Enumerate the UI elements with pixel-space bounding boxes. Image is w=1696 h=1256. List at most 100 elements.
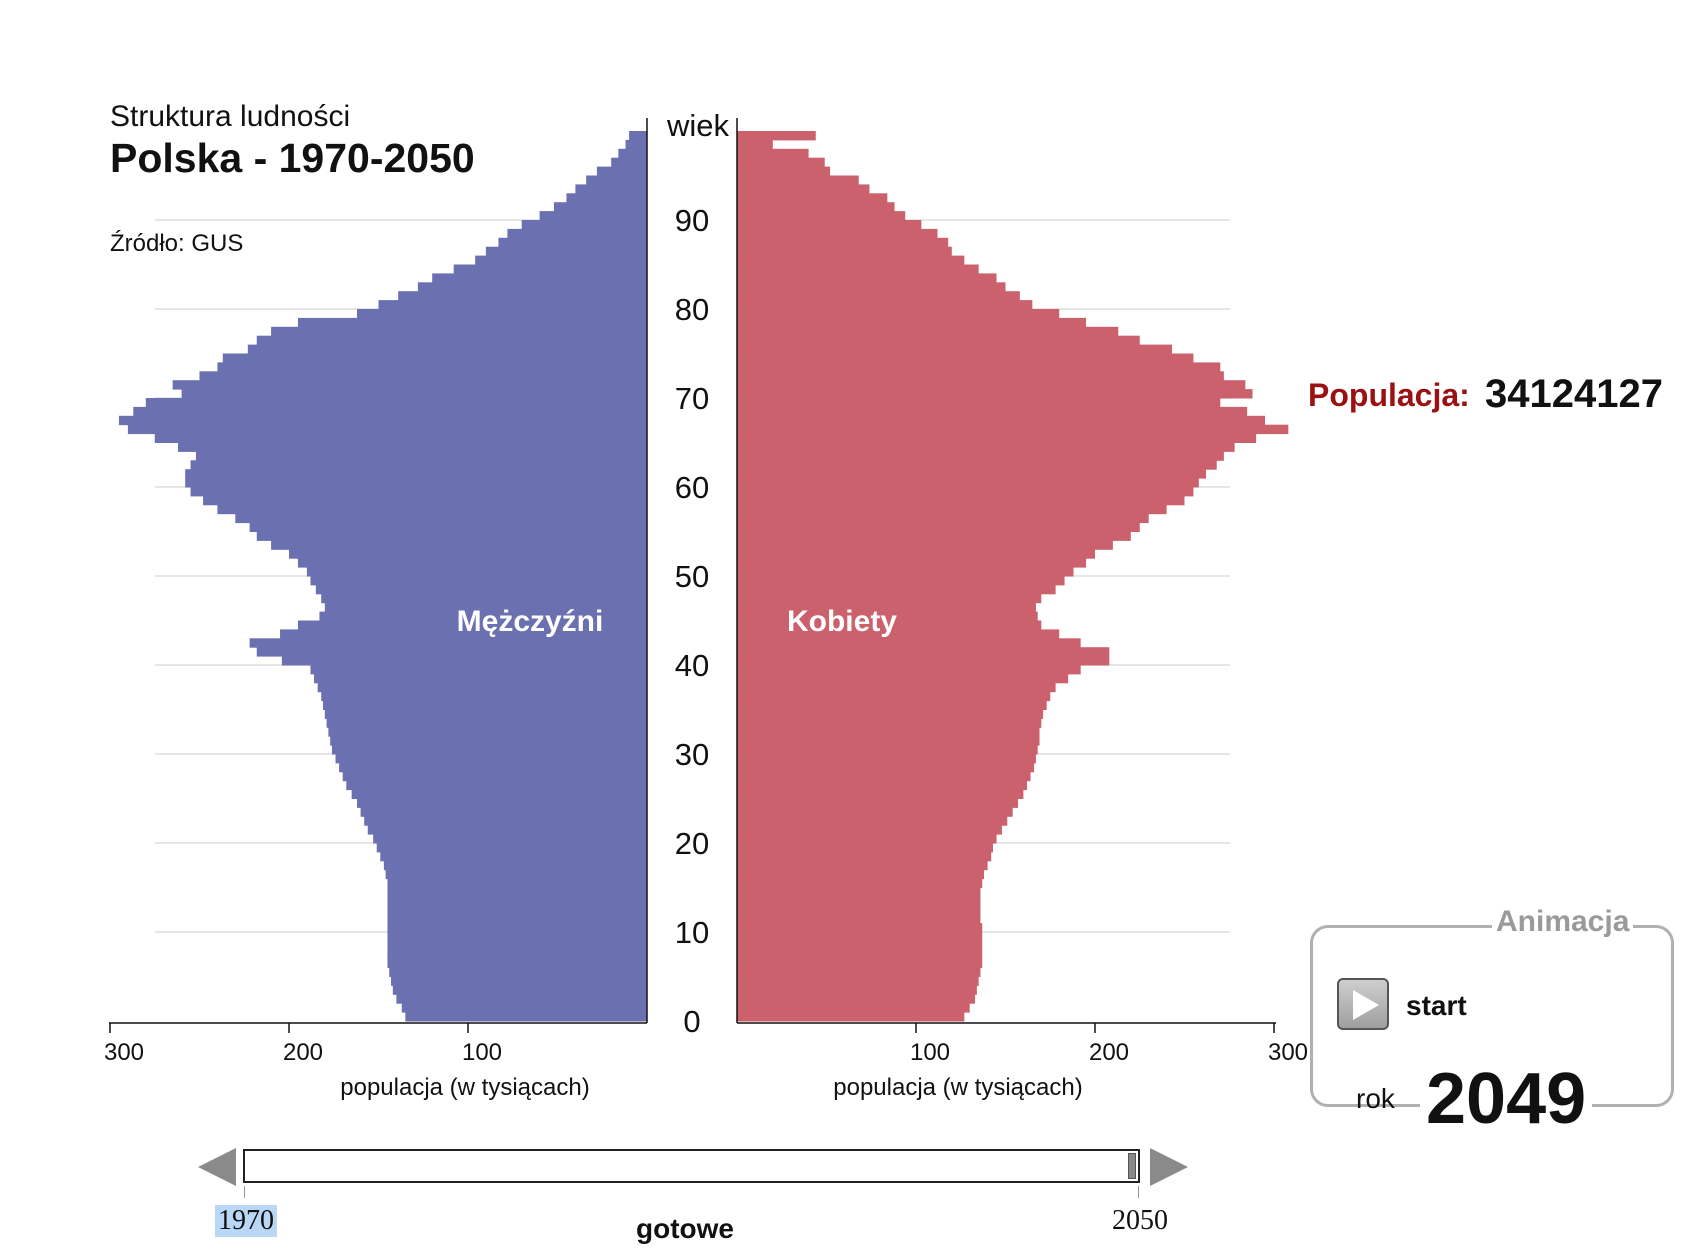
bar-women xyxy=(737,914,981,924)
bar-men xyxy=(326,718,647,728)
bar-men xyxy=(280,629,647,639)
age-tick-label: 30 xyxy=(675,737,709,772)
bar-women xyxy=(737,184,870,194)
bar-women xyxy=(737,611,1038,621)
bar-men xyxy=(521,220,647,230)
bar-women xyxy=(737,175,859,185)
bar-women xyxy=(737,344,1172,354)
age-tick-label: 50 xyxy=(675,559,709,594)
bar-women xyxy=(737,940,983,951)
age-axis-label: wiek xyxy=(666,108,730,143)
x-tick-label-right: 300 xyxy=(1268,1039,1308,1066)
bars-women xyxy=(737,131,1289,1022)
arrow-left-icon[interactable] xyxy=(198,1148,236,1186)
bar-men xyxy=(380,851,647,862)
bar-men xyxy=(324,602,647,613)
age-tick-label: 40 xyxy=(675,648,709,683)
bar-men xyxy=(387,878,647,888)
bar-men xyxy=(222,353,647,363)
bar-women xyxy=(737,905,981,915)
bar-women xyxy=(737,317,1087,328)
bar-men xyxy=(507,228,647,239)
bar-women xyxy=(737,513,1149,524)
bar-men xyxy=(172,380,647,390)
bar-men xyxy=(553,202,647,212)
bar-men xyxy=(618,148,647,159)
bar-men xyxy=(145,398,648,408)
slider-tick-max xyxy=(1138,1186,1139,1198)
slider-min-label: 1970 xyxy=(215,1205,277,1237)
year-slider-track[interactable] xyxy=(243,1149,1140,1183)
bar-men xyxy=(611,157,647,168)
bar-men xyxy=(396,994,647,1004)
bar-men xyxy=(342,771,647,782)
bar-men xyxy=(387,923,647,933)
bar-men xyxy=(387,940,647,951)
bar-men xyxy=(392,985,647,995)
bar-women xyxy=(737,976,979,986)
bar-men xyxy=(324,709,647,719)
bar-women xyxy=(737,647,1110,657)
bar-men xyxy=(199,371,647,381)
bar-women xyxy=(737,665,1081,675)
bar-women xyxy=(737,780,1027,791)
bar-men xyxy=(586,175,647,185)
bar-men xyxy=(389,967,647,977)
bar-women xyxy=(737,691,1051,702)
bar-women xyxy=(737,567,1074,577)
bar-men xyxy=(566,193,647,203)
x-tick-label-left: 200 xyxy=(283,1039,323,1066)
bar-women xyxy=(737,896,981,906)
age-tick-label: 60 xyxy=(675,470,709,505)
bar-women xyxy=(737,673,1069,684)
bar-men xyxy=(629,131,647,141)
bar-women xyxy=(737,620,1042,630)
bar-men xyxy=(185,478,647,488)
bar-men xyxy=(321,691,647,702)
bar-women xyxy=(737,558,1087,568)
bar-women xyxy=(737,211,906,221)
bar-men xyxy=(247,344,647,354)
bar-women xyxy=(737,549,1095,559)
chart-title: Polska - 1970-2050 xyxy=(110,135,475,181)
bar-men xyxy=(271,326,647,337)
bar-women xyxy=(737,789,1024,799)
age-tick-label: 70 xyxy=(675,381,709,416)
bar-women xyxy=(737,166,831,176)
bar-men xyxy=(281,656,647,666)
bar-women xyxy=(737,736,1040,746)
bar-men xyxy=(133,406,647,417)
bar-women xyxy=(737,531,1131,541)
bar-women xyxy=(737,469,1206,479)
age-tick-label: 90 xyxy=(675,203,709,238)
bar-men xyxy=(475,255,647,265)
bar-men xyxy=(360,807,647,817)
bar-men xyxy=(453,264,647,274)
bar-men xyxy=(315,584,647,595)
bar-women xyxy=(737,442,1235,452)
bar-women xyxy=(737,460,1217,470)
animation-legend: Animacja xyxy=(1492,905,1634,939)
bar-men xyxy=(385,869,647,880)
bar-men xyxy=(321,593,647,604)
bar-men xyxy=(331,745,647,755)
play-button[interactable] xyxy=(1337,978,1389,1030)
bar-women xyxy=(737,202,895,212)
population-label: Populacja: xyxy=(1308,377,1470,413)
arrow-right-icon[interactable] xyxy=(1150,1148,1188,1186)
year-slider-thumb[interactable] xyxy=(1128,1153,1136,1179)
bar-women xyxy=(737,353,1194,363)
bar-women xyxy=(737,584,1056,595)
x-tick-label-left: 300 xyxy=(104,1039,144,1066)
bar-women xyxy=(737,433,1257,443)
bar-women xyxy=(737,727,1040,737)
bar-men xyxy=(432,273,647,283)
bar-men xyxy=(417,282,647,292)
bar-women xyxy=(737,994,976,1004)
bar-women xyxy=(737,718,1042,728)
play-icon xyxy=(1353,990,1379,1020)
bar-women xyxy=(737,602,1036,613)
bar-women xyxy=(737,389,1253,399)
bar-women xyxy=(737,949,983,960)
bar-women xyxy=(737,869,985,880)
